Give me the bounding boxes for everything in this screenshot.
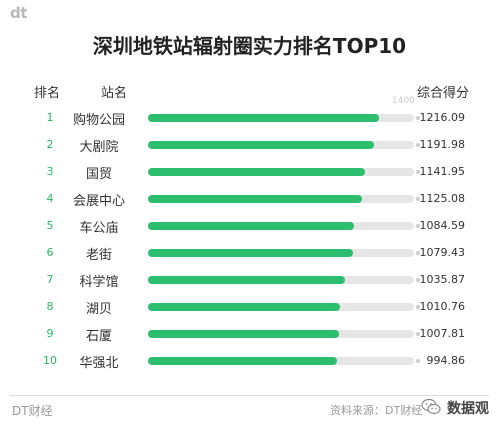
score-value: 1141.95 (419, 165, 466, 178)
station-column-header: 站名 (101, 86, 128, 101)
table-row: 4 会展中心 1125.08 (0, 187, 499, 214)
station-name: 华强北 (79, 356, 119, 371)
track-end-dot (416, 332, 420, 336)
station-name: 国贸 (85, 167, 112, 182)
bar (148, 114, 379, 122)
bar (148, 249, 353, 257)
score-value: 1079.43 (419, 246, 466, 259)
bar-track (148, 249, 414, 257)
footer-source: 资料来源：DT财经 (330, 404, 423, 417)
station-name: 车公庙 (79, 221, 119, 236)
bar-track (148, 168, 414, 176)
score-value: 1084.59 (419, 219, 466, 232)
rank-number: 5 (46, 219, 54, 232)
rank-number: 1 (46, 111, 54, 124)
bar-track (148, 276, 414, 284)
station-name: 老街 (85, 248, 112, 263)
rank-column-header: 排名 (34, 86, 61, 101)
bar-track (148, 357, 414, 365)
track-end-dot (416, 224, 420, 228)
table-row: 8 湖贝 1010.76 (0, 295, 499, 322)
station-name: 会展中心 (72, 194, 125, 209)
ranking-chart: 1 购物公园 1216.09 2 大剧院 1191.98 3 国贸 1141.95 4 会展中心 11… (0, 106, 499, 376)
bar (148, 357, 337, 365)
table-row: 7 科学馆 1035.87 (0, 268, 499, 295)
score-value: 1007.81 (419, 327, 466, 340)
table-row: 3 国贸 1141.95 (0, 160, 499, 187)
track-end-dot (416, 359, 420, 363)
score-value: 1191.98 (419, 138, 466, 151)
bar (148, 330, 339, 338)
score-value: 1010.76 (419, 300, 466, 313)
track-end-dot (416, 278, 420, 282)
table-row: 9 石厦 1007.81 (0, 322, 499, 349)
axis-max-label: 1400 (392, 96, 415, 106)
rank-number: 8 (46, 300, 54, 313)
rank-number: 7 (46, 273, 54, 286)
station-name: 大剧院 (79, 140, 119, 155)
bar-track (148, 222, 414, 230)
station-name: 科学馆 (79, 275, 119, 290)
bar (148, 195, 362, 203)
footer-divider (10, 395, 489, 396)
bar (148, 276, 345, 284)
bar (148, 168, 365, 176)
track-end-dot (416, 251, 420, 255)
score-value: 1035.87 (419, 273, 466, 286)
bar (148, 222, 354, 230)
rank-number: 9 (46, 327, 54, 340)
track-end-dot (416, 116, 420, 120)
station-name: 购物公园 (72, 113, 125, 128)
score-value: 1216.09 (419, 111, 466, 124)
station-name: 石厦 (85, 329, 112, 344)
table-row: 2 大剧院 1191.98 (0, 133, 499, 160)
bar (148, 141, 374, 149)
watermark-text: 数据观 (445, 398, 491, 418)
table-row: 5 车公庙 1084.59 (0, 214, 499, 241)
footer-brand: DT财经 (12, 404, 53, 418)
bar-track (148, 330, 414, 338)
rank-number: 3 (46, 165, 54, 178)
chart-title: 深圳地铁站辐射圈实力排名TOP10 (92, 34, 407, 58)
rank-number: 4 (46, 192, 54, 205)
bar-track (148, 141, 414, 149)
table-row: 6 老街 1079.43 (0, 241, 499, 268)
track-end-dot (416, 170, 420, 174)
track-end-dot (416, 197, 420, 201)
bar-track (148, 303, 414, 311)
score-value: 1125.08 (419, 192, 466, 205)
rank-number: 2 (46, 138, 54, 151)
bar (148, 303, 340, 311)
rank-number: 6 (46, 246, 54, 259)
bar-track (148, 114, 414, 122)
score-column-header: 综合得分 (416, 86, 469, 101)
bar-track (148, 195, 414, 203)
table-row: 1 购物公园 1216.09 (0, 106, 499, 133)
table-row: 10 华强北 994.86 (0, 349, 499, 376)
rank-number: 10 (43, 354, 57, 367)
wechat-icon (421, 398, 441, 415)
track-end-dot (416, 305, 420, 309)
score-value: 994.86 (426, 354, 466, 367)
station-name: 湖贝 (85, 302, 112, 317)
dt-logo: dt (10, 4, 27, 22)
track-end-dot (416, 143, 420, 147)
